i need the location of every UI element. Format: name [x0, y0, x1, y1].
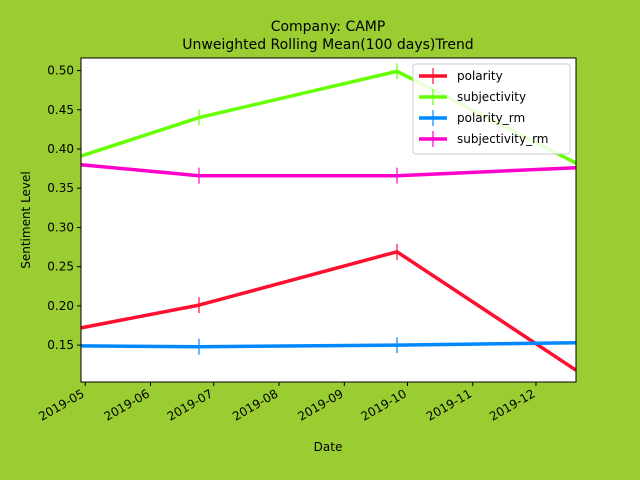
y-axis-label: Sentiment Level [19, 171, 33, 269]
chart-subtitle: Unweighted Rolling Mean(100 days)Trend [182, 37, 473, 53]
y-tick-label-2: 0.25 [47, 260, 74, 274]
y-tick-label-6: 0.45 [47, 103, 74, 117]
x-tick-label-6: 2019-11 [424, 386, 474, 423]
x-tick-label-2: 2019-07 [165, 386, 215, 423]
y-tick-label-1: 0.20 [47, 299, 74, 313]
y-tick-label-0: 0.15 [47, 338, 74, 352]
legend-label-polarity_rm: polarity_rm [457, 111, 525, 125]
legend-label-subjectivity_rm: subjectivity_rm [457, 132, 548, 146]
x-tick-label-7: 2019-12 [487, 386, 537, 423]
series-line-polarity [80, 250, 577, 372]
x-tick-label-3: 2019-08 [230, 386, 280, 423]
plot-frame [80, 57, 577, 383]
legend: polarity subjectivity polarity_rm subjectiv… [412, 63, 571, 155]
legend-label-subjectivity: subjectivity [457, 90, 526, 104]
chart-title: Company: CAMP [271, 19, 386, 35]
y-tick-label-5: 0.40 [47, 142, 74, 156]
x-tick-label-0: 2019-05 [36, 386, 86, 423]
y-tick-label-3: 0.30 [47, 220, 74, 234]
series-line-polarity_rm [80, 341, 577, 349]
y-tick-label-4: 0.35 [47, 181, 74, 195]
legend-box [412, 63, 571, 155]
x-tick-label-1: 2019-06 [102, 386, 152, 423]
x-axis-label: Date [314, 440, 343, 454]
x-tick-label-4: 2019-09 [295, 386, 345, 423]
y-tick-label-7: 0.50 [47, 64, 74, 78]
series-layer [80, 63, 577, 372]
series-line-subjectivity_rm [80, 162, 577, 178]
x-tick-label-5: 2019-10 [359, 386, 409, 423]
legend-label-polarity: polarity [457, 69, 503, 83]
